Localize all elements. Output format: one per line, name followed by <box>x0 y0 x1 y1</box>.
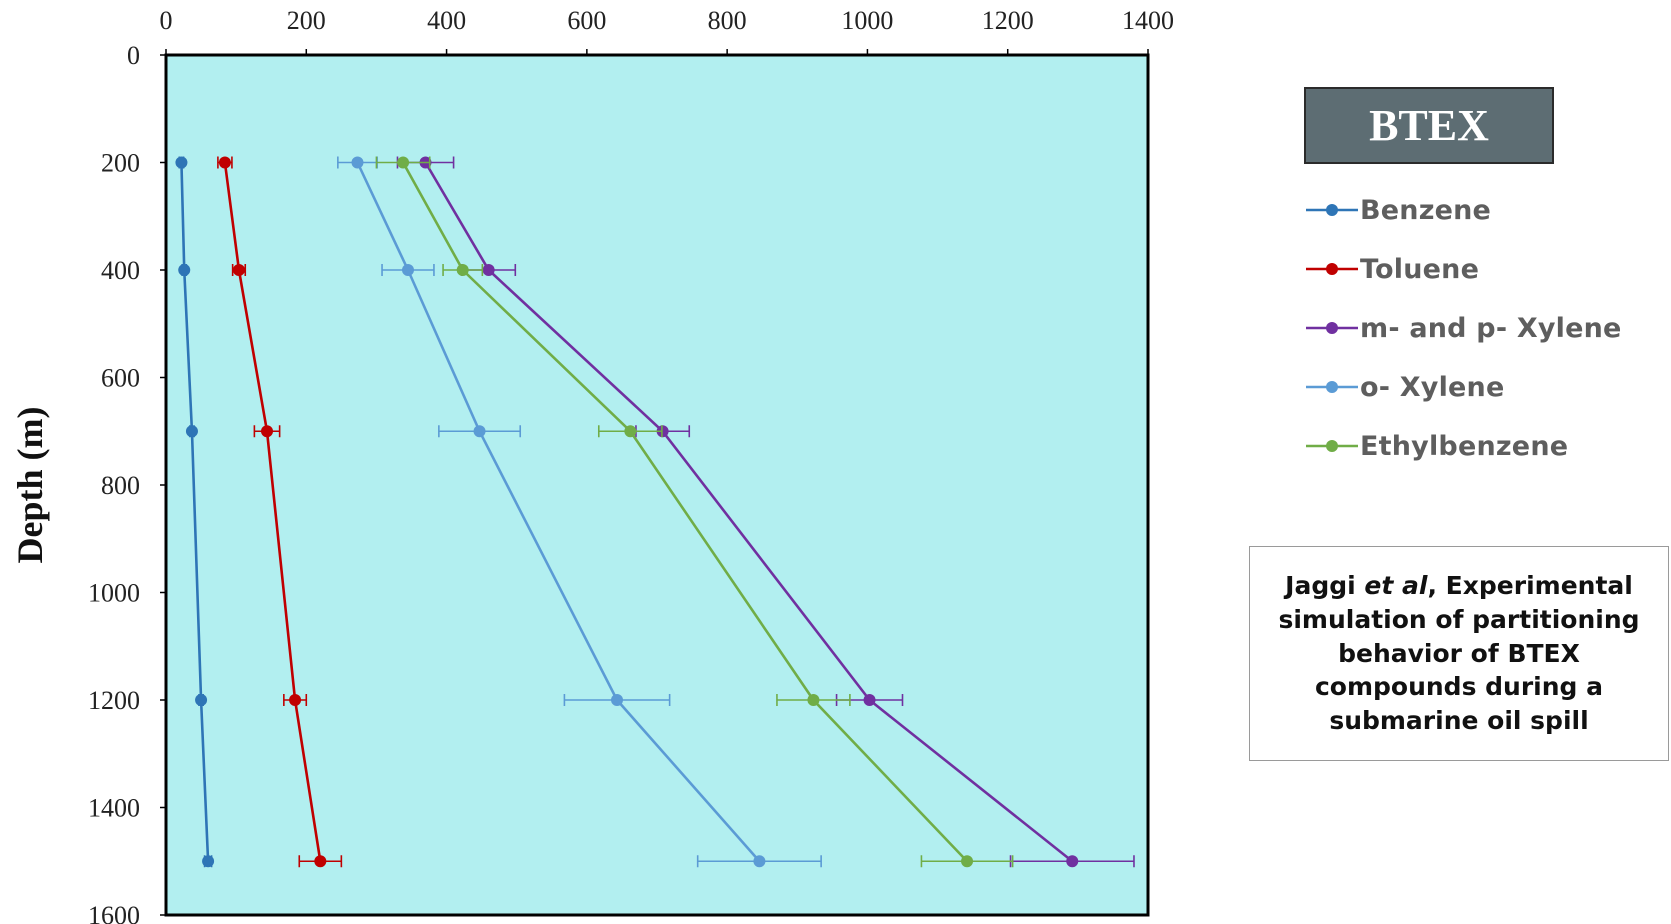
axis-layer: 0 200 400 600 800 1000 1200 1400 0 200 400 600 800 10… <box>88 6 1174 924</box>
plot-area <box>166 55 1148 915</box>
legend-label: Toluene <box>1360 253 1480 285</box>
citation-note-box: Jaggi et al, Experimental simulation of … <box>1249 546 1669 761</box>
data-point <box>624 425 637 438</box>
legend-swatch-marker <box>1326 204 1338 216</box>
y-tick-label: 1600 <box>88 901 140 924</box>
legend-label: Benzene <box>1360 194 1492 226</box>
legend-label: o- Xylene <box>1360 371 1505 403</box>
data-point <box>175 156 188 169</box>
citation-etal: et al <box>1364 571 1428 601</box>
legend-item: Benzene <box>1306 190 1491 230</box>
data-point <box>261 425 274 438</box>
data-point <box>218 156 231 169</box>
legend-swatch <box>1306 204 1358 216</box>
data-point <box>863 694 876 706</box>
data-point <box>401 264 414 276</box>
legend-swatch-marker <box>1326 440 1338 452</box>
data-point <box>397 156 410 169</box>
legend-swatch-marker <box>1326 322 1338 334</box>
data-point <box>473 425 486 438</box>
data-point <box>753 855 766 868</box>
data-point <box>232 264 245 276</box>
y-axis-title: Depth (m) <box>10 407 50 564</box>
y-tick-label: 0 <box>127 41 140 70</box>
legend-label: Ethylbenzene <box>1360 430 1569 462</box>
legend-swatch <box>1306 440 1358 452</box>
x-tick-label: 400 <box>427 6 466 35</box>
y-tick-label: 1000 <box>88 579 140 608</box>
x-tick-label: 200 <box>287 6 326 35</box>
data-point <box>351 156 364 169</box>
data-point <box>178 264 191 276</box>
legend-swatch-marker <box>1326 381 1338 393</box>
citation-note-text: Jaggi et al, Experimental simulation of … <box>1250 569 1668 738</box>
x-tick-label: 1000 <box>841 6 893 35</box>
data-point <box>185 425 198 438</box>
citation-title: , Experimental simulation of partitionin… <box>1278 571 1640 736</box>
data-point <box>456 264 469 276</box>
legend-swatch <box>1306 381 1358 393</box>
y-tick-label: 400 <box>101 256 140 285</box>
data-point <box>611 694 624 706</box>
y-tick-label: 200 <box>101 149 140 178</box>
y-tick-label: 1200 <box>88 686 140 715</box>
x-tick-label: 1200 <box>982 6 1034 35</box>
legend-swatch-marker <box>1326 263 1338 275</box>
x-tick-label: 0 <box>160 6 173 35</box>
legend-title: BTEX <box>1369 101 1489 150</box>
data-point <box>202 855 215 868</box>
data-point <box>961 855 974 868</box>
legend-item: m- and p- Xylene <box>1306 308 1622 348</box>
y-tick-label: 600 <box>101 364 140 393</box>
data-point <box>1066 855 1079 868</box>
legend-item: Toluene <box>1306 249 1479 289</box>
citation-author: Jaggi <box>1285 571 1356 601</box>
series-layer <box>175 156 1135 868</box>
x-tick-label: 800 <box>708 6 747 35</box>
legend-item: Ethylbenzene <box>1306 426 1568 466</box>
data-point <box>195 694 208 706</box>
data-point <box>314 855 327 868</box>
legend-item: o- Xylene <box>1306 367 1504 407</box>
y-tick-label: 1400 <box>88 794 140 823</box>
depth-profile-chart: 0 200 400 600 800 1000 1200 1400 0 200 400 600 800 10… <box>10 6 1174 924</box>
y-tick-label: 800 <box>101 471 140 500</box>
x-tick-label: 600 <box>567 6 606 35</box>
legend-swatch <box>1306 263 1358 275</box>
data-point <box>289 694 302 706</box>
legend-title-box: BTEX <box>1304 87 1554 164</box>
legend-swatch <box>1306 322 1358 334</box>
data-point <box>807 694 820 706</box>
data-point <box>482 264 495 276</box>
x-tick-label: 1400 <box>1122 6 1174 35</box>
legend-label: m- and p- Xylene <box>1360 312 1622 344</box>
